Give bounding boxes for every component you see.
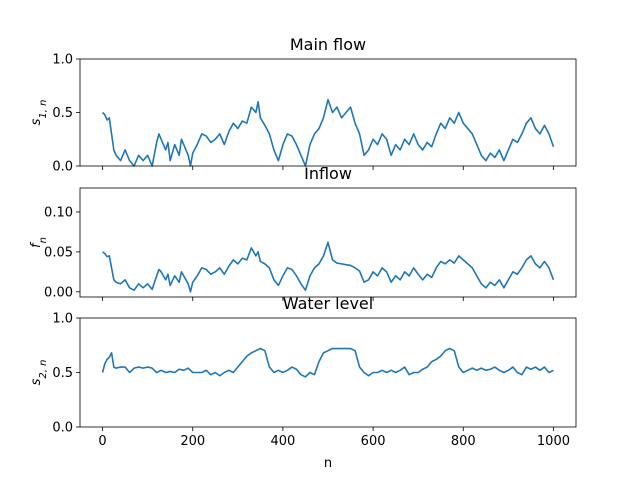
axes-frame bbox=[79, 317, 577, 428]
y-tick-label: 1.0 bbox=[52, 312, 73, 327]
x-tick-label: 0 bbox=[98, 434, 106, 449]
x-tick-label: 200 bbox=[180, 434, 205, 449]
subplot-3: 0 200 400 600 800 1000 0.0 0.5 1.0 Water level s2,… bbox=[29, 294, 577, 471]
series-line-1-1 bbox=[101, 98, 555, 167]
y-tick-label: 0.00 bbox=[44, 285, 73, 300]
x-axis-label: n bbox=[324, 456, 332, 471]
y-tick-label: 0.5 bbox=[52, 366, 73, 381]
y-tick-label: 0.0 bbox=[52, 160, 73, 175]
subplot-1: 0.0 0.5 1.0 Main flow s1, n bbox=[29, 35, 577, 175]
chart-title: Inflow bbox=[304, 164, 352, 183]
y-tick-label: 0.05 bbox=[44, 245, 73, 260]
y-tick-label: 1.0 bbox=[52, 53, 73, 68]
x-tick-label: 1000 bbox=[537, 434, 570, 449]
y-axis-label: s1, n bbox=[29, 100, 49, 126]
series-line-2-1 bbox=[102, 241, 555, 293]
axes-frame bbox=[79, 187, 577, 298]
y-tick-label: 0.10 bbox=[44, 205, 73, 220]
x-tick-label: 600 bbox=[361, 434, 386, 449]
x-tick-label: 800 bbox=[451, 434, 476, 449]
y-axis-label: fn bbox=[29, 237, 49, 248]
chart-title: Water level bbox=[283, 294, 373, 313]
chart-title: Main flow bbox=[290, 35, 366, 54]
y-tick-label: 0.0 bbox=[52, 421, 73, 436]
axes-frame bbox=[79, 58, 577, 167]
series-line-3-1 bbox=[101, 347, 554, 378]
x-tick-label: 400 bbox=[270, 434, 295, 449]
subplot-2: 0.00 0.05 0.10 Inflow fn bbox=[29, 164, 577, 301]
y-tick-label: 0.5 bbox=[52, 106, 73, 121]
y-axis-label: s2, n bbox=[29, 360, 49, 386]
